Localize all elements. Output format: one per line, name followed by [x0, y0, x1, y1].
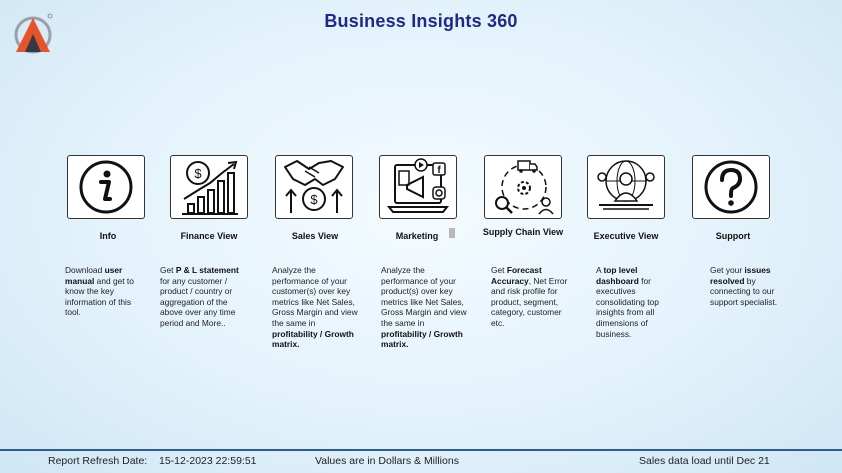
description-segment: profitability / Growth matrix. [272, 328, 354, 350]
description-segment: for executives consolidating top insight… [596, 275, 659, 339]
supply-chain-description: Get Forecast Accuracy, Net Error and ris… [491, 265, 575, 329]
tile-label-sales-view: Sales View [291, 231, 339, 241]
sales-load-note: Sales data load until Dec 21 [639, 455, 770, 467]
tile-label-finance-view: Finance View [180, 231, 238, 241]
description-segment: Get [160, 265, 176, 275]
support-tile[interactable] [692, 155, 770, 219]
executive-view-description: A top level dashboard for executives con… [596, 265, 662, 339]
refresh-date-value: 15-12-2023 22:59:51 [159, 455, 257, 467]
company-logo [12, 12, 56, 54]
tile-label-info: Info [99, 231, 117, 241]
handshake-dollar-icon: $ [284, 160, 344, 213]
description-segment: Get your [710, 265, 745, 275]
description-segment: , Net Error and risk profile for product… [491, 275, 568, 328]
info-description: Download user manual and get to know the… [65, 265, 145, 318]
description-segment[interactable]: user manual [65, 265, 123, 286]
supply-chain-icon [495, 160, 554, 215]
description-segment: P & L statement [175, 265, 239, 275]
scrollbar-thumb[interactable] [449, 228, 455, 238]
info-tile[interactable] [67, 155, 145, 219]
sales-view-tile[interactable]: $ [275, 155, 353, 219]
support-description: Get your issues resolved by connecting t… [710, 265, 788, 307]
info-icon [79, 160, 133, 214]
page-title: Business Insights 360 [324, 11, 518, 31]
svg-text:f: f [437, 165, 441, 176]
marketing-tile[interactable]: f [379, 155, 457, 219]
supply-chain-view-tile[interactable] [484, 155, 562, 219]
description-segment: A [596, 265, 604, 275]
finance-view-description: Get P & L statement for any customer / p… [160, 265, 250, 329]
tile-label-support: Support [715, 231, 751, 241]
tile-label-executive-view: Executive View [593, 231, 659, 241]
executive-view-tile[interactable] [587, 155, 665, 219]
executive-icon [597, 160, 655, 210]
description-segment: Get [491, 265, 507, 275]
finance-chart-icon: $ [182, 160, 238, 215]
svg-text:$: $ [194, 166, 202, 181]
description-segment: and get to know the key information of t… [65, 275, 134, 318]
sales-view-description: Analyze the performance of your customer… [272, 265, 358, 350]
tile-label-marketing: Marketing [395, 231, 439, 241]
description-segment: Download [65, 265, 105, 275]
tile-label-supply-chain-view: Supply Chain View [482, 227, 564, 237]
description-segment: for any customer / product / country or … [160, 275, 236, 328]
marketing-megaphone-icon: f [386, 158, 450, 213]
refresh-date-label: Report Refresh Date: [48, 455, 148, 467]
description-segment: Forecast Accuracy [491, 265, 542, 286]
description-segment: issues resolved [710, 265, 771, 286]
units-note: Values are in Dollars & Millions [315, 455, 459, 467]
description-segment: Analyze the performance of your product(… [381, 265, 467, 328]
description-segment: by connecting to our support specialist. [710, 275, 778, 307]
question-icon [704, 160, 758, 214]
marketing-description: Analyze the performance of your product(… [381, 265, 467, 350]
description-segment: profitability / Growth matrix. [381, 328, 463, 350]
svg-text:$: $ [310, 192, 318, 207]
footer-divider [0, 449, 842, 451]
description-segment: top level dashboard [596, 265, 639, 286]
description-segment: Analyze the performance of your customer… [272, 265, 358, 328]
finance-view-tile[interactable]: $ [170, 155, 248, 219]
